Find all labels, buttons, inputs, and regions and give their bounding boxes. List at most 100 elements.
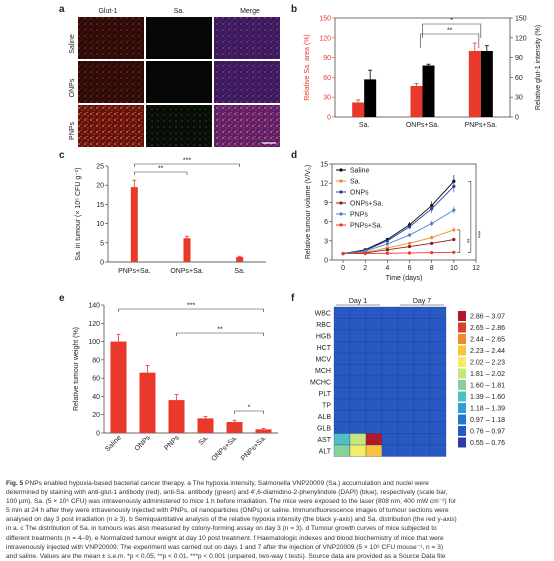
legend-label: 1.81 – 2.02 — [470, 371, 505, 378]
heatmap-row-label: HGB — [316, 333, 332, 340]
x-tick-label: ONPs+Sa. — [406, 122, 439, 129]
y-tick-label: 20 — [92, 412, 100, 419]
legend-label: 0.97 – 1.18 — [470, 417, 505, 424]
significance-bracket — [134, 163, 240, 167]
legend-swatch — [458, 437, 466, 448]
y-tick-label: 10 — [96, 221, 104, 228]
y-tick-label: 20 — [96, 183, 104, 190]
heatmap-cell — [397, 329, 415, 342]
bar — [130, 187, 138, 262]
legend-label: 2.44 – 2.65 — [470, 337, 505, 344]
heatmap-cell — [349, 387, 367, 400]
y-tick-label: 90 — [323, 55, 331, 62]
y-tick-label: 0 — [100, 260, 104, 267]
legend-label: 1.18 – 1.39 — [470, 406, 505, 413]
heatmap-cell — [429, 318, 447, 331]
heatmap-cell — [333, 329, 351, 342]
y-tick-label: 0 — [327, 115, 331, 122]
heatmap-cell — [333, 306, 351, 319]
y-tick-label: 120 — [88, 321, 100, 328]
legend-label: 2.23 – 2.44 — [470, 348, 505, 355]
legend-marker — [339, 223, 343, 227]
y-tick-label: 60 — [323, 75, 331, 82]
heatmap-cell — [333, 341, 351, 354]
microscopy-panel: Glut-1 Sa. Merge Saline ONPs PNPs — [69, 8, 280, 147]
heatmap-row-label: AST — [317, 437, 331, 444]
data-point — [452, 228, 456, 232]
x-tick-label: PNPs+Sa. — [465, 122, 498, 129]
heatmap-cell — [349, 306, 367, 319]
heatmap-cell — [397, 398, 415, 411]
significance-bracket — [234, 410, 264, 414]
significance-label: *** — [183, 158, 191, 165]
heatmap-cell — [413, 352, 431, 365]
legend-label: ONPs — [350, 190, 369, 197]
heatmap-cell — [365, 398, 383, 411]
legend-label: 2.65 – 2.86 — [470, 325, 505, 332]
col-header: Merge — [240, 8, 260, 15]
heatmap-cell — [381, 398, 399, 411]
heatmap-cell — [413, 318, 431, 331]
series-line — [343, 186, 455, 255]
y-axis-label: Sa. in tumour (× 10⁵ CFU g⁻¹) — [75, 167, 82, 260]
panel-letter-a: a — [59, 4, 65, 15]
x-tick-label: PNPs+Sa. — [118, 268, 151, 275]
data-point — [430, 251, 434, 255]
legend-label: 1.39 – 1.60 — [470, 394, 505, 401]
heatmap-row-label: MCHC — [310, 379, 331, 386]
day-label: Day 7 — [413, 298, 431, 305]
heatmap-row-label: RBC — [316, 322, 331, 329]
y-axis-label: Relative tumour volume (V/V₀) — [305, 165, 312, 259]
series-line — [343, 180, 455, 255]
heatmap-cell — [397, 410, 415, 423]
panel-letter-e: e — [59, 293, 65, 304]
heatmap-row-label: ALT — [319, 448, 332, 455]
significance-bracket — [134, 171, 188, 175]
figure-caption: Fig. 5 PNPs enabled hypoxia-based bacter… — [6, 479, 548, 561]
chart-e: 0 20 40 60 80 100 120 140 Relative tumour weight… — [73, 303, 278, 463]
y-tick-label: 80 — [92, 357, 100, 364]
y-right-tick-label: 90 — [515, 55, 523, 62]
heatmap-cell — [429, 444, 447, 457]
legend-label: Sa. — [350, 179, 361, 186]
heatmap-cell — [381, 421, 399, 434]
legend-label: 1.60 – 1.81 — [470, 383, 505, 390]
significance-label: *** — [474, 231, 480, 239]
heatmap-cell — [429, 410, 447, 423]
heatmap-cell — [413, 444, 431, 457]
heatmap-cell — [429, 329, 447, 342]
x-tick-label: 12 — [472, 265, 480, 272]
significance-bracket — [456, 229, 461, 253]
heatmap-cell — [365, 387, 383, 400]
legend-marker — [339, 190, 343, 194]
legend-marker — [339, 179, 343, 183]
heatmap-cell — [381, 444, 399, 457]
bar — [168, 400, 185, 433]
heatmap-cell — [381, 364, 399, 377]
bar — [422, 65, 435, 117]
data-point — [407, 244, 412, 249]
heatmap-cell — [429, 398, 447, 411]
x-tick-label: 2 — [363, 265, 367, 272]
y-tick-label: 6 — [324, 219, 328, 226]
heatmap-cell — [349, 318, 367, 331]
row-label: PNPs — [69, 122, 76, 140]
heatmap-cell — [333, 352, 351, 365]
bar — [226, 422, 243, 433]
data-point — [407, 251, 412, 255]
heatmap-cell — [333, 433, 351, 446]
bar — [410, 85, 423, 117]
y-right-tick-label: 0 — [515, 115, 519, 122]
heatmap-cell — [429, 341, 447, 354]
caption-line: 100 μm). Sa. (5 × 10⁶ CFU) was intraveno… — [6, 498, 457, 506]
y-tick-label: 0 — [324, 258, 328, 265]
heatmap-cell — [413, 375, 431, 388]
col-header: Glut-1 — [98, 8, 117, 15]
legend-marker — [339, 201, 343, 205]
heatmap-cell — [429, 421, 447, 434]
panel-letter-f: f — [291, 293, 295, 304]
heatmap-cell — [349, 421, 367, 434]
heatmap-cell — [365, 421, 383, 434]
x-tick-label: PNPs+Sa. — [240, 434, 268, 462]
heatmap-cell — [413, 410, 431, 423]
